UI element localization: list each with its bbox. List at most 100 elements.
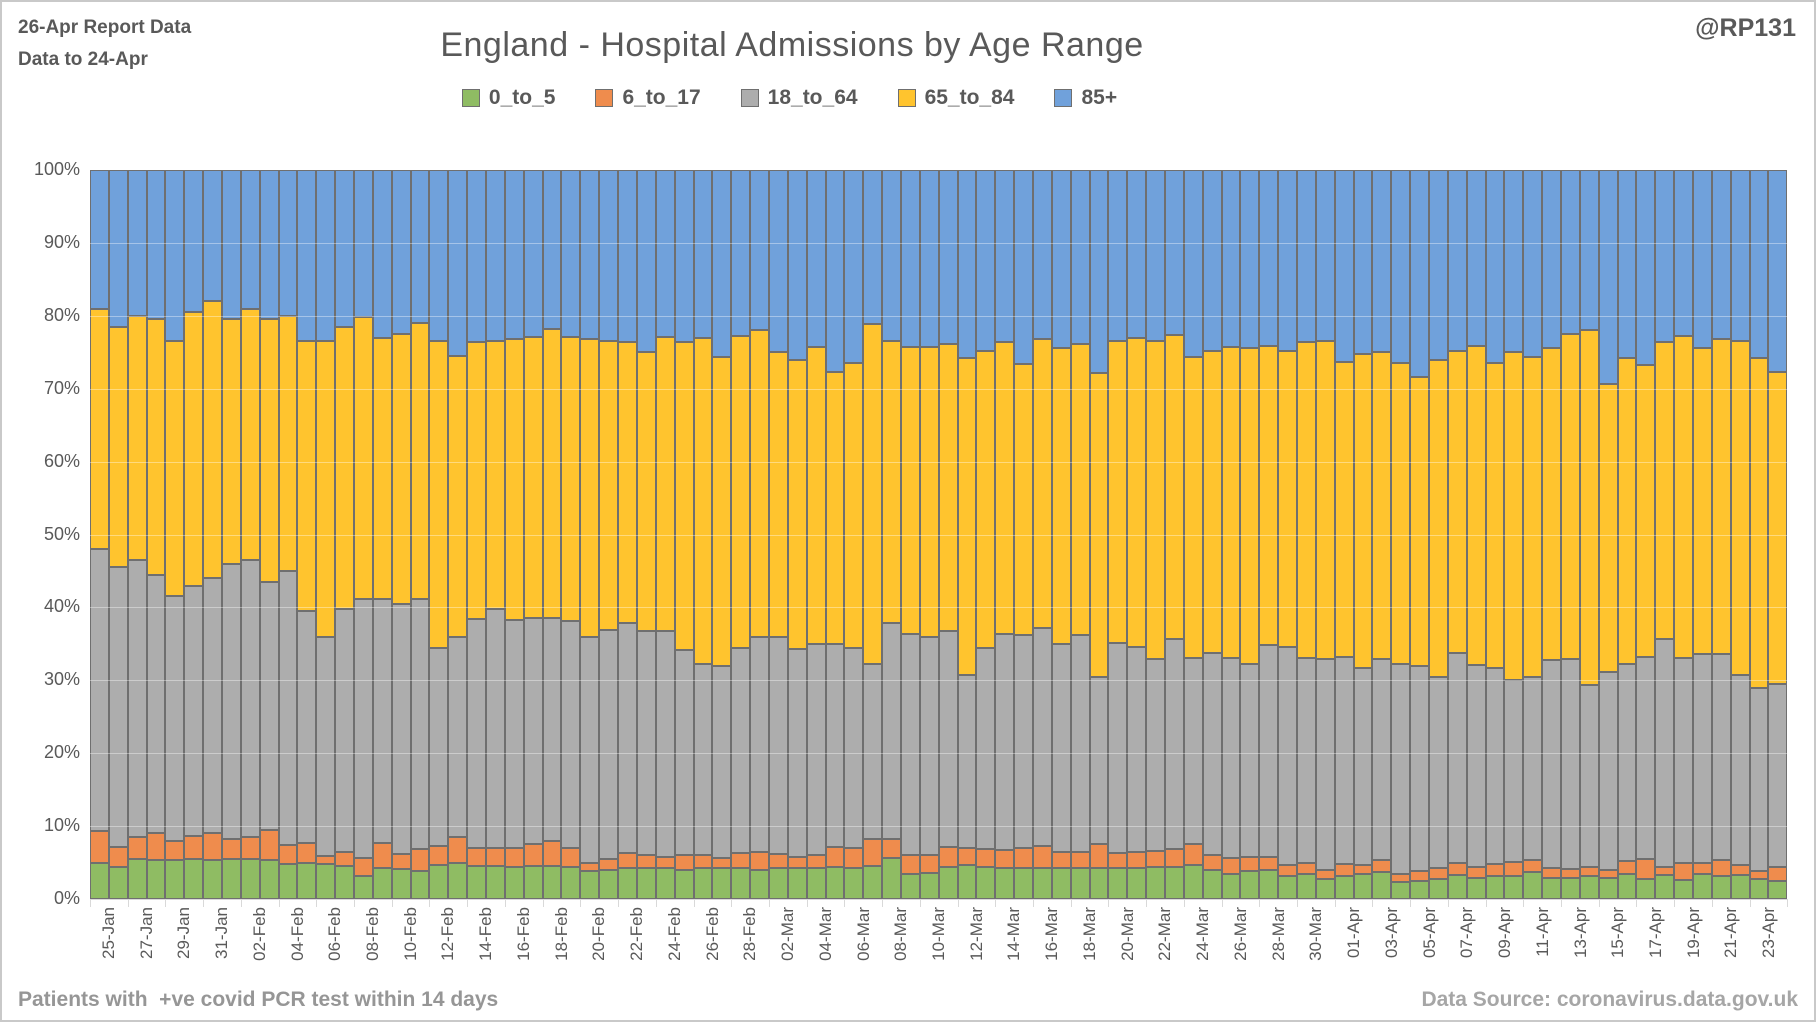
bar-01-Feb	[222, 170, 241, 899]
x-axis-label-slot: 16-Mar	[1033, 907, 1071, 979]
x-tick	[203, 900, 241, 907]
footer-caption: Patients with +ve covid PCR test within …	[18, 988, 499, 1011]
bar-segment-65_to_84	[1749, 358, 1769, 689]
bar-13-Feb	[448, 170, 468, 899]
bar-segment-18_to_64	[919, 636, 939, 856]
bar-segment-85+	[1730, 170, 1750, 341]
bar-segment-0_to_5	[486, 866, 505, 899]
bar-segment-65_to_84	[1183, 357, 1203, 659]
bar-segment-65_to_84	[787, 359, 807, 649]
x-tick	[844, 900, 882, 907]
x-axis-label: 13-Apr	[1570, 907, 1590, 959]
bar-segment-85+	[165, 170, 185, 342]
bar-segment-18_to_64	[1655, 638, 1675, 867]
bar-segment-85+	[1334, 170, 1354, 363]
x-tick	[1447, 900, 1486, 907]
bar-segment-85+	[1429, 170, 1448, 360]
bar-27-Feb	[712, 170, 732, 899]
x-tick	[1523, 900, 1561, 907]
bar-segment-6_to_17	[1183, 844, 1203, 866]
bar-segment-0_to_5	[674, 869, 694, 899]
x-axis-label-slot: 20-Mar	[1109, 907, 1147, 979]
plot-bars	[90, 170, 1788, 899]
legend-item-0_to_5: 0_to_5	[461, 86, 555, 110]
bar-segment-85+	[561, 170, 581, 337]
x-axis-label: 20-Feb	[589, 907, 609, 961]
bar-segment-85+	[1014, 170, 1033, 364]
bar-segment-65_to_84	[1768, 371, 1788, 684]
legend-swatch-0_to_5	[461, 89, 480, 107]
x-axis-ticks	[90, 899, 1788, 907]
bar-segment-18_to_64	[750, 636, 769, 852]
bar-segment-6_to_17	[1202, 855, 1222, 870]
y-axis-label: 50%	[43, 523, 80, 544]
bar-segment-0_to_5	[1711, 875, 1731, 899]
y-axis-label: 30%	[43, 669, 80, 690]
bar-segment-65_to_84	[90, 308, 109, 550]
bar-segment-0_to_5	[278, 864, 298, 899]
bar-14-Mar	[995, 170, 1015, 899]
bar-segment-18_to_64	[240, 560, 260, 838]
bar-10-Feb	[391, 170, 411, 899]
x-axis-label: 26-Mar	[1230, 907, 1250, 961]
bar-segment-0_to_5	[618, 867, 637, 899]
bar-11-Feb	[410, 170, 430, 899]
x-tick	[316, 900, 354, 907]
bar-segment-0_to_5	[882, 858, 901, 899]
bar-segment-0_to_5	[712, 868, 732, 899]
bar-segment-65_to_84	[580, 339, 600, 637]
bar-segment-65_to_84	[335, 327, 355, 609]
x-axis-label-slot: 16-Feb	[505, 907, 543, 979]
bar-segment-0_to_5	[259, 859, 279, 899]
bar-segment-0_to_5	[1127, 867, 1147, 899]
x-axis-label-slot: 19-Apr	[1675, 907, 1713, 979]
x-axis-label: 06-Mar	[853, 907, 873, 961]
x-axis-label-slot: 09-Apr	[1486, 907, 1524, 979]
bar-segment-65_to_84	[1334, 362, 1354, 657]
bar-segment-6_to_17	[391, 853, 411, 870]
bar-segment-0_to_5	[1278, 875, 1297, 899]
bar-segment-18_to_64	[1108, 643, 1128, 854]
bar-segment-18_to_64	[882, 622, 901, 839]
bar-segment-0_to_5	[1051, 868, 1071, 899]
bar-segment-18_to_64	[429, 648, 449, 846]
bar-segment-6_to_17	[504, 847, 524, 867]
bar-segment-85+	[354, 170, 373, 318]
bar-segment-85+	[297, 170, 317, 342]
bar-segment-65_to_84	[1447, 350, 1467, 654]
bar-segment-85+	[900, 170, 920, 348]
bar-segment-85+	[391, 170, 411, 335]
bar-06-Feb	[316, 170, 336, 899]
bar-segment-0_to_5	[1146, 866, 1165, 899]
bar-segment-18_to_64	[1014, 635, 1033, 848]
x-axis-label: 17-Apr	[1645, 907, 1665, 959]
bar-segment-85+	[278, 170, 298, 316]
bar-02-Mar	[768, 170, 788, 899]
x-tick	[1674, 900, 1712, 907]
x-tick	[957, 900, 996, 907]
x-axis-label-slot: 27-Jan	[128, 907, 166, 979]
bar-16-Mar	[1032, 170, 1052, 899]
x-tick	[1070, 900, 1109, 907]
bar-25-Mar	[1202, 170, 1222, 899]
bar-segment-0_to_5	[1089, 867, 1109, 899]
bar-segment-85+	[787, 170, 807, 360]
x-axis-label: 12-Feb	[438, 907, 458, 961]
bar-segment-0_to_5	[938, 866, 958, 899]
bar-segment-18_to_64	[1391, 664, 1411, 874]
bar-segment-0_to_5	[108, 866, 128, 899]
bar-segment-85+	[1146, 170, 1165, 341]
bar-26-Mar	[1221, 170, 1241, 899]
bar-segment-18_to_64	[146, 574, 166, 834]
bar-segment-0_to_5	[919, 872, 939, 899]
x-axis-label: 12-Mar	[966, 907, 986, 961]
x-axis-label-slot: 02-Feb	[241, 907, 279, 979]
bar-segment-6_to_17	[1523, 859, 1543, 873]
bar-segment-85+	[1391, 170, 1411, 364]
bar-segment-18_to_64	[712, 666, 732, 859]
bar-24-Feb	[655, 170, 675, 899]
bar-segment-85+	[1693, 170, 1712, 348]
bar-segment-65_to_84	[976, 350, 996, 649]
bar-segment-65_to_84	[900, 347, 920, 635]
bar-20-Feb	[580, 170, 600, 899]
